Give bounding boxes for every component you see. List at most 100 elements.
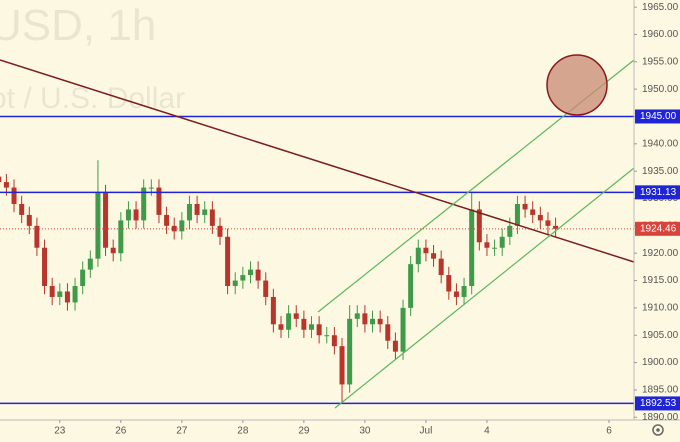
- candle-body: [316, 324, 322, 336]
- candle-body: [164, 214, 170, 226]
- candle-body: [354, 313, 360, 319]
- candle-body: [19, 203, 25, 215]
- candle-body: [179, 220, 185, 232]
- candle-body: [415, 247, 421, 265]
- candle-body: [370, 318, 376, 325]
- candle-body: [156, 187, 162, 215]
- candle-body: [125, 209, 131, 221]
- candle-body: [537, 214, 543, 221]
- candle-body: [80, 269, 86, 287]
- candle-body: [347, 318, 353, 385]
- candle-body: [492, 247, 498, 249]
- candle-body: [377, 318, 383, 325]
- candle-body: [186, 203, 192, 221]
- candle-body: [232, 280, 238, 287]
- candle-body: [148, 187, 154, 189]
- y-tick-label: 1955.00: [642, 56, 679, 67]
- trendline: [0, 59, 635, 263]
- candle-body: [484, 242, 490, 248]
- y-tick-label: 1965.00: [642, 2, 679, 13]
- candle-body: [469, 209, 475, 287]
- gear[interactable]: [652, 424, 664, 436]
- settings-icon[interactable]: [652, 424, 664, 436]
- level-label-box: [635, 185, 680, 200]
- plot-area: [0, 115, 634, 405]
- level-label: 1892.53: [640, 398, 677, 409]
- candle-body: [461, 286, 467, 297]
- y-tick-label: 1900.00: [642, 357, 679, 368]
- candle-body: [72, 286, 78, 303]
- candle-body: [217, 225, 223, 237]
- candle-body: [408, 264, 414, 308]
- last-price-box: [635, 221, 680, 236]
- y-tick-label: 1950.00: [642, 84, 679, 95]
- candle-body: [57, 291, 63, 297]
- channel-lower: [334, 167, 635, 409]
- candle-body: [309, 324, 315, 330]
- candle-body: [209, 209, 215, 226]
- candle-body: [11, 187, 17, 204]
- candle-body: [431, 253, 437, 259]
- candle-body: [499, 236, 505, 248]
- target-circle: [546, 54, 608, 116]
- candle-body: [286, 313, 292, 330]
- candle-body: [423, 247, 429, 254]
- candle-body: [240, 275, 246, 281]
- last-price-label: 1924.46: [640, 223, 677, 234]
- candle-body: [446, 275, 452, 292]
- level-label: 1931.13: [640, 187, 677, 198]
- candle-body: [514, 203, 520, 226]
- candle-body: [392, 340, 398, 352]
- candle-body: [34, 225, 40, 248]
- candle-body: [385, 324, 391, 341]
- axes: 1965.00 1960.00 1955.00 1950.00 1945.00 1940.…: [54, 2, 680, 437]
- candle-body: [141, 187, 147, 221]
- x-tick-label: 28: [237, 426, 249, 437]
- candle-body: [64, 291, 70, 303]
- candle-body: [507, 225, 513, 237]
- y-tick-label: 1890.00: [642, 412, 679, 423]
- y-tick-label: 1940.00: [642, 138, 679, 149]
- x-tick-label: 30: [359, 426, 371, 437]
- candle-body: [202, 209, 208, 215]
- x-tick-label: Jul: [420, 426, 433, 437]
- candle-body: [103, 193, 109, 248]
- watermark: USD, 1h: [0, 1, 156, 50]
- y-tick-label: 1895.00: [642, 385, 679, 396]
- candle-body: [293, 313, 299, 319]
- candle-body: [225, 236, 231, 287]
- x-tick-label: 27: [176, 426, 188, 437]
- level-label: 1945.00: [640, 111, 677, 122]
- candle-body: [263, 280, 269, 297]
- candle-body: [26, 214, 32, 226]
- candle-body: [362, 313, 368, 325]
- price-axis: [634, 0, 680, 442]
- candle-body: [87, 258, 93, 270]
- gear-center[interactable]: [656, 428, 660, 432]
- candle-body: [278, 324, 284, 330]
- x-tick-label: 26: [115, 426, 127, 437]
- candle-body: [194, 203, 200, 215]
- y-tick-label: 1920.00: [642, 248, 679, 259]
- candle-body: [118, 220, 124, 254]
- candle-body: [522, 203, 528, 210]
- y-tick-label: 1910.00: [642, 303, 679, 314]
- y-tick-label: 1915.00: [642, 275, 679, 286]
- level-label-box: [635, 396, 680, 411]
- candle-body: [95, 193, 101, 259]
- candle-body: [400, 307, 406, 352]
- candle-body: [133, 209, 139, 221]
- candle-body: [301, 318, 307, 330]
- y-tick-label: 1960.00: [642, 29, 679, 40]
- candle-body: [3, 182, 9, 188]
- y-tick-label: 1935.00: [642, 166, 679, 177]
- candle-body: [42, 247, 48, 287]
- candle-body: [453, 291, 459, 297]
- candle-body: [476, 209, 482, 243]
- candle-body: [339, 346, 345, 385]
- candle-body: [270, 296, 276, 325]
- candle-body: [530, 209, 536, 215]
- candle-body: [49, 286, 55, 297]
- candle-body: [110, 247, 116, 254]
